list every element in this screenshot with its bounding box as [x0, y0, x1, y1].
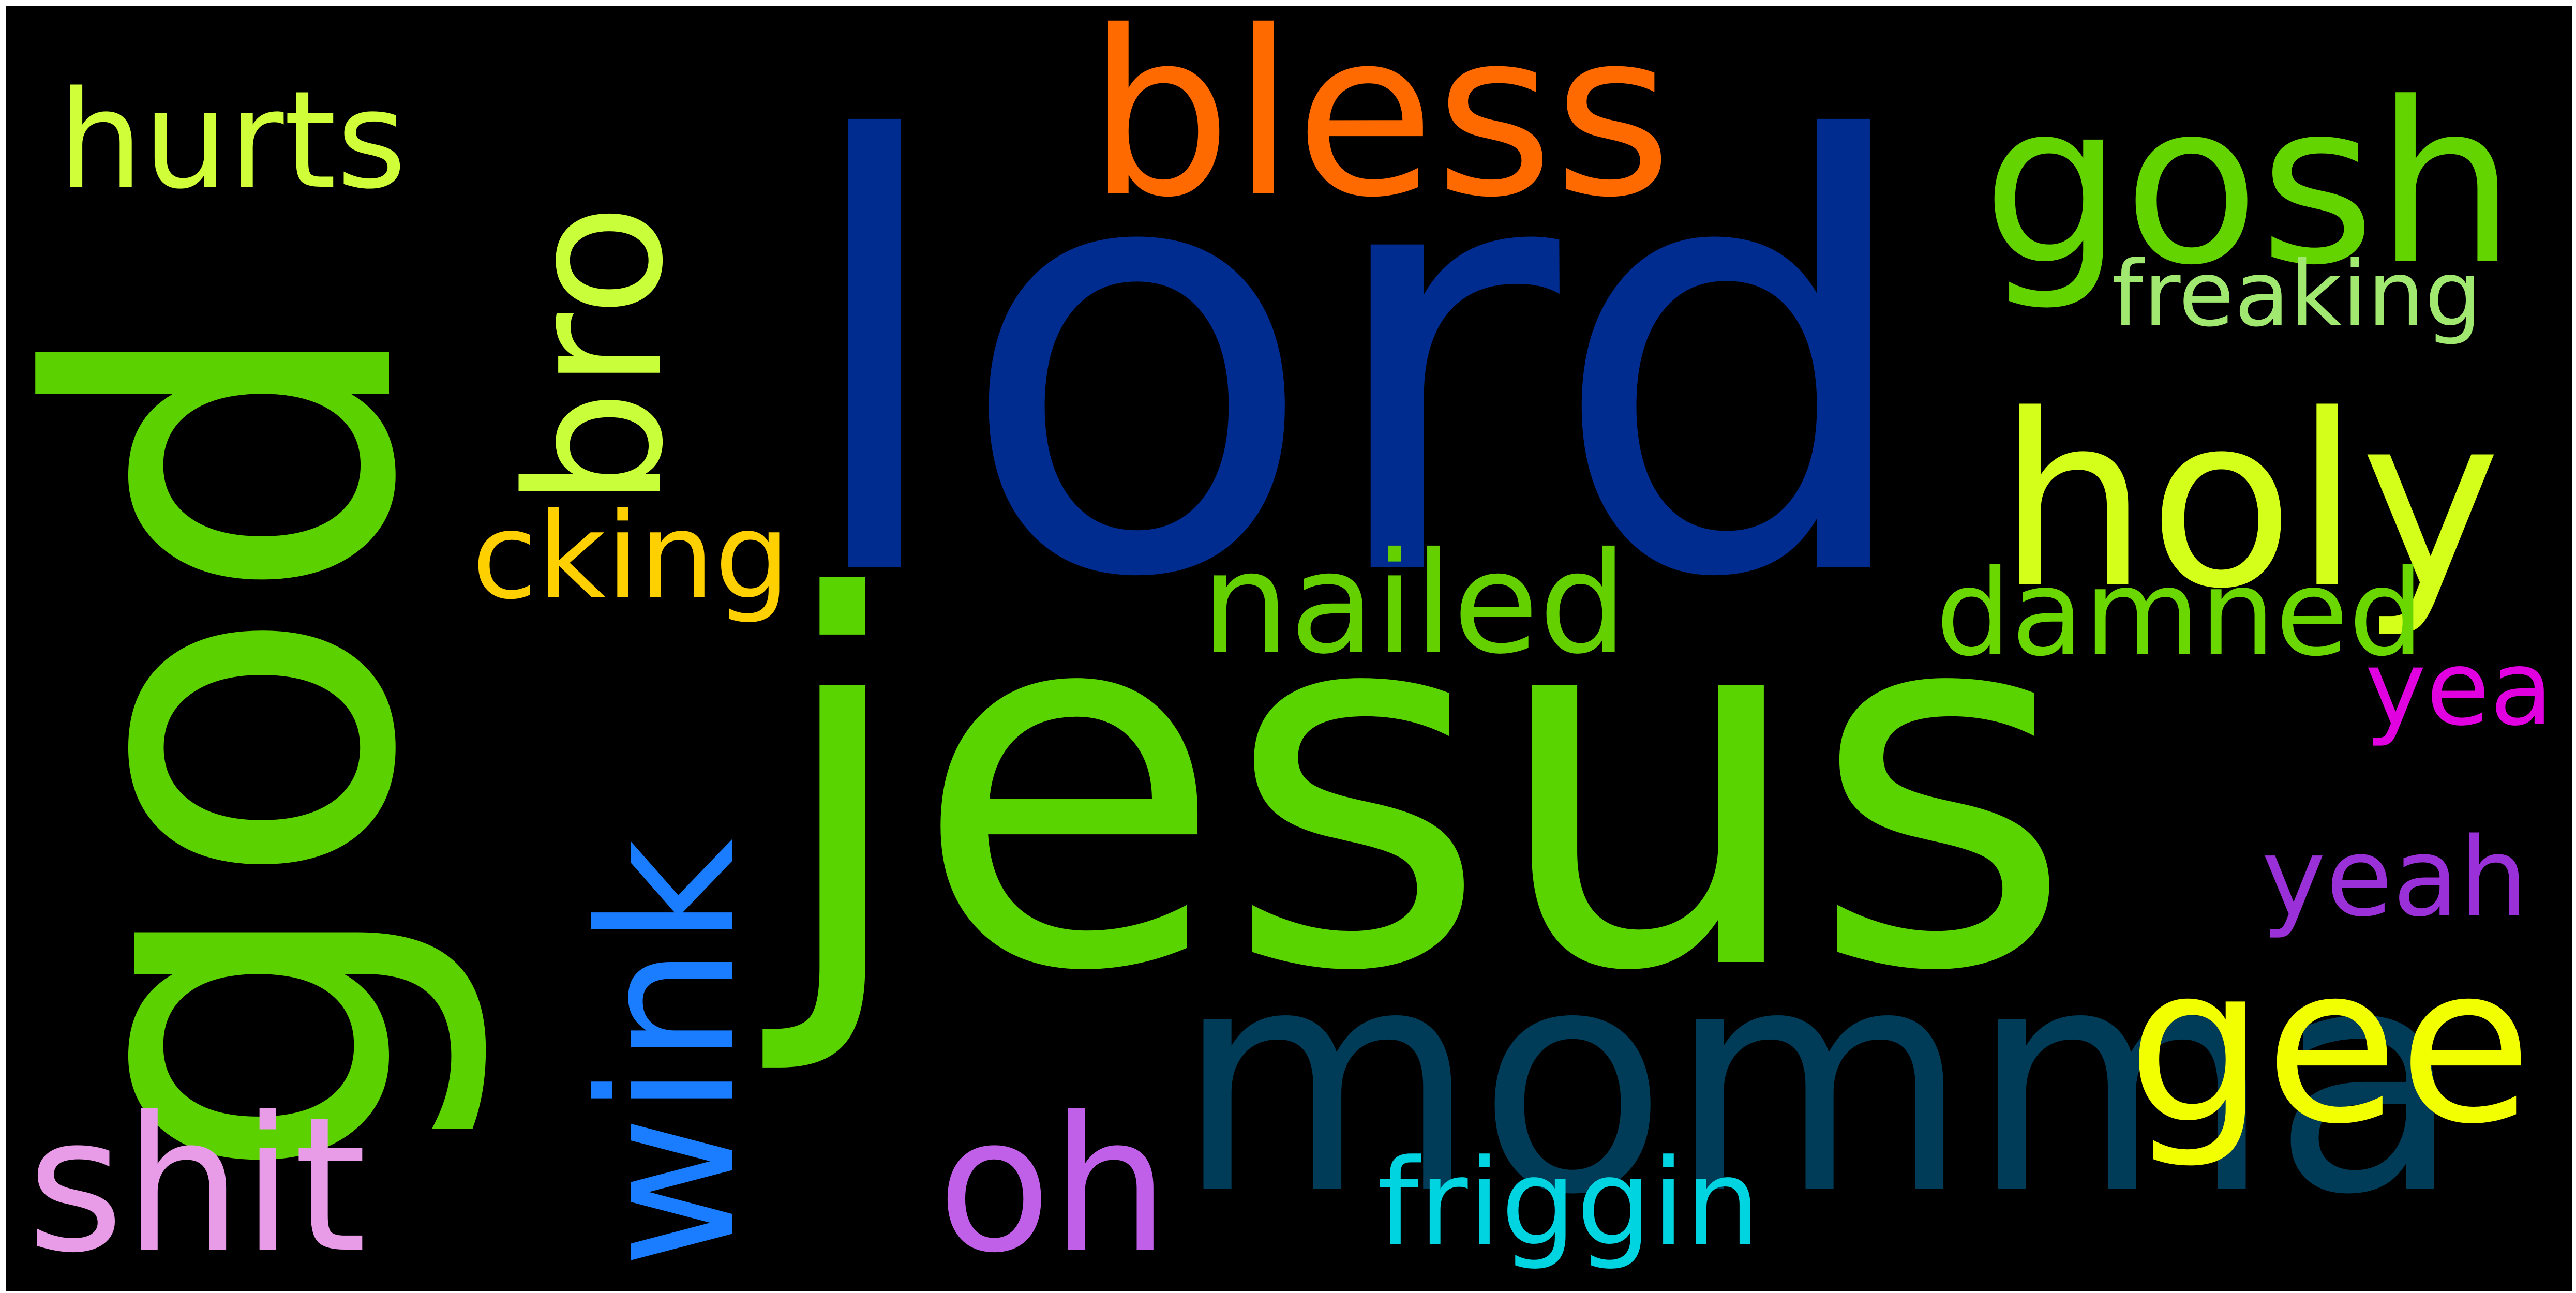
word-god: god — [6, 309, 499, 1185]
word-oh: oh — [937, 1077, 1170, 1291]
word-jesus: jesus — [772, 492, 2074, 1082]
word-wink: wink — [560, 838, 776, 1268]
word-damned: damned — [1936, 545, 2424, 683]
word-momma: momma — [1175, 901, 2463, 1262]
word-gee: gee — [2127, 919, 2533, 1172]
word-hurts: hurts — [58, 63, 407, 219]
word-bro: bro — [487, 203, 704, 508]
word-lord: lord — [792, 20, 1924, 706]
word-yea: yea — [2365, 628, 2553, 749]
word-holy: holy — [1998, 364, 2502, 641]
word-freaking: freaking — [2111, 242, 2482, 347]
word-friggin: friggin — [1377, 1134, 1761, 1272]
word-cloud: lord jesus god momma bless gosh holy bro… — [6, 6, 2572, 1291]
word-shit: shit — [27, 1077, 367, 1291]
word-nailed: nailed — [1201, 522, 1628, 685]
word-cking: cking — [472, 488, 790, 626]
word-yeah: yeah — [2262, 814, 2528, 941]
word-gosh: gosh — [1982, 55, 2517, 314]
word-bless: bless — [1087, 6, 1672, 247]
